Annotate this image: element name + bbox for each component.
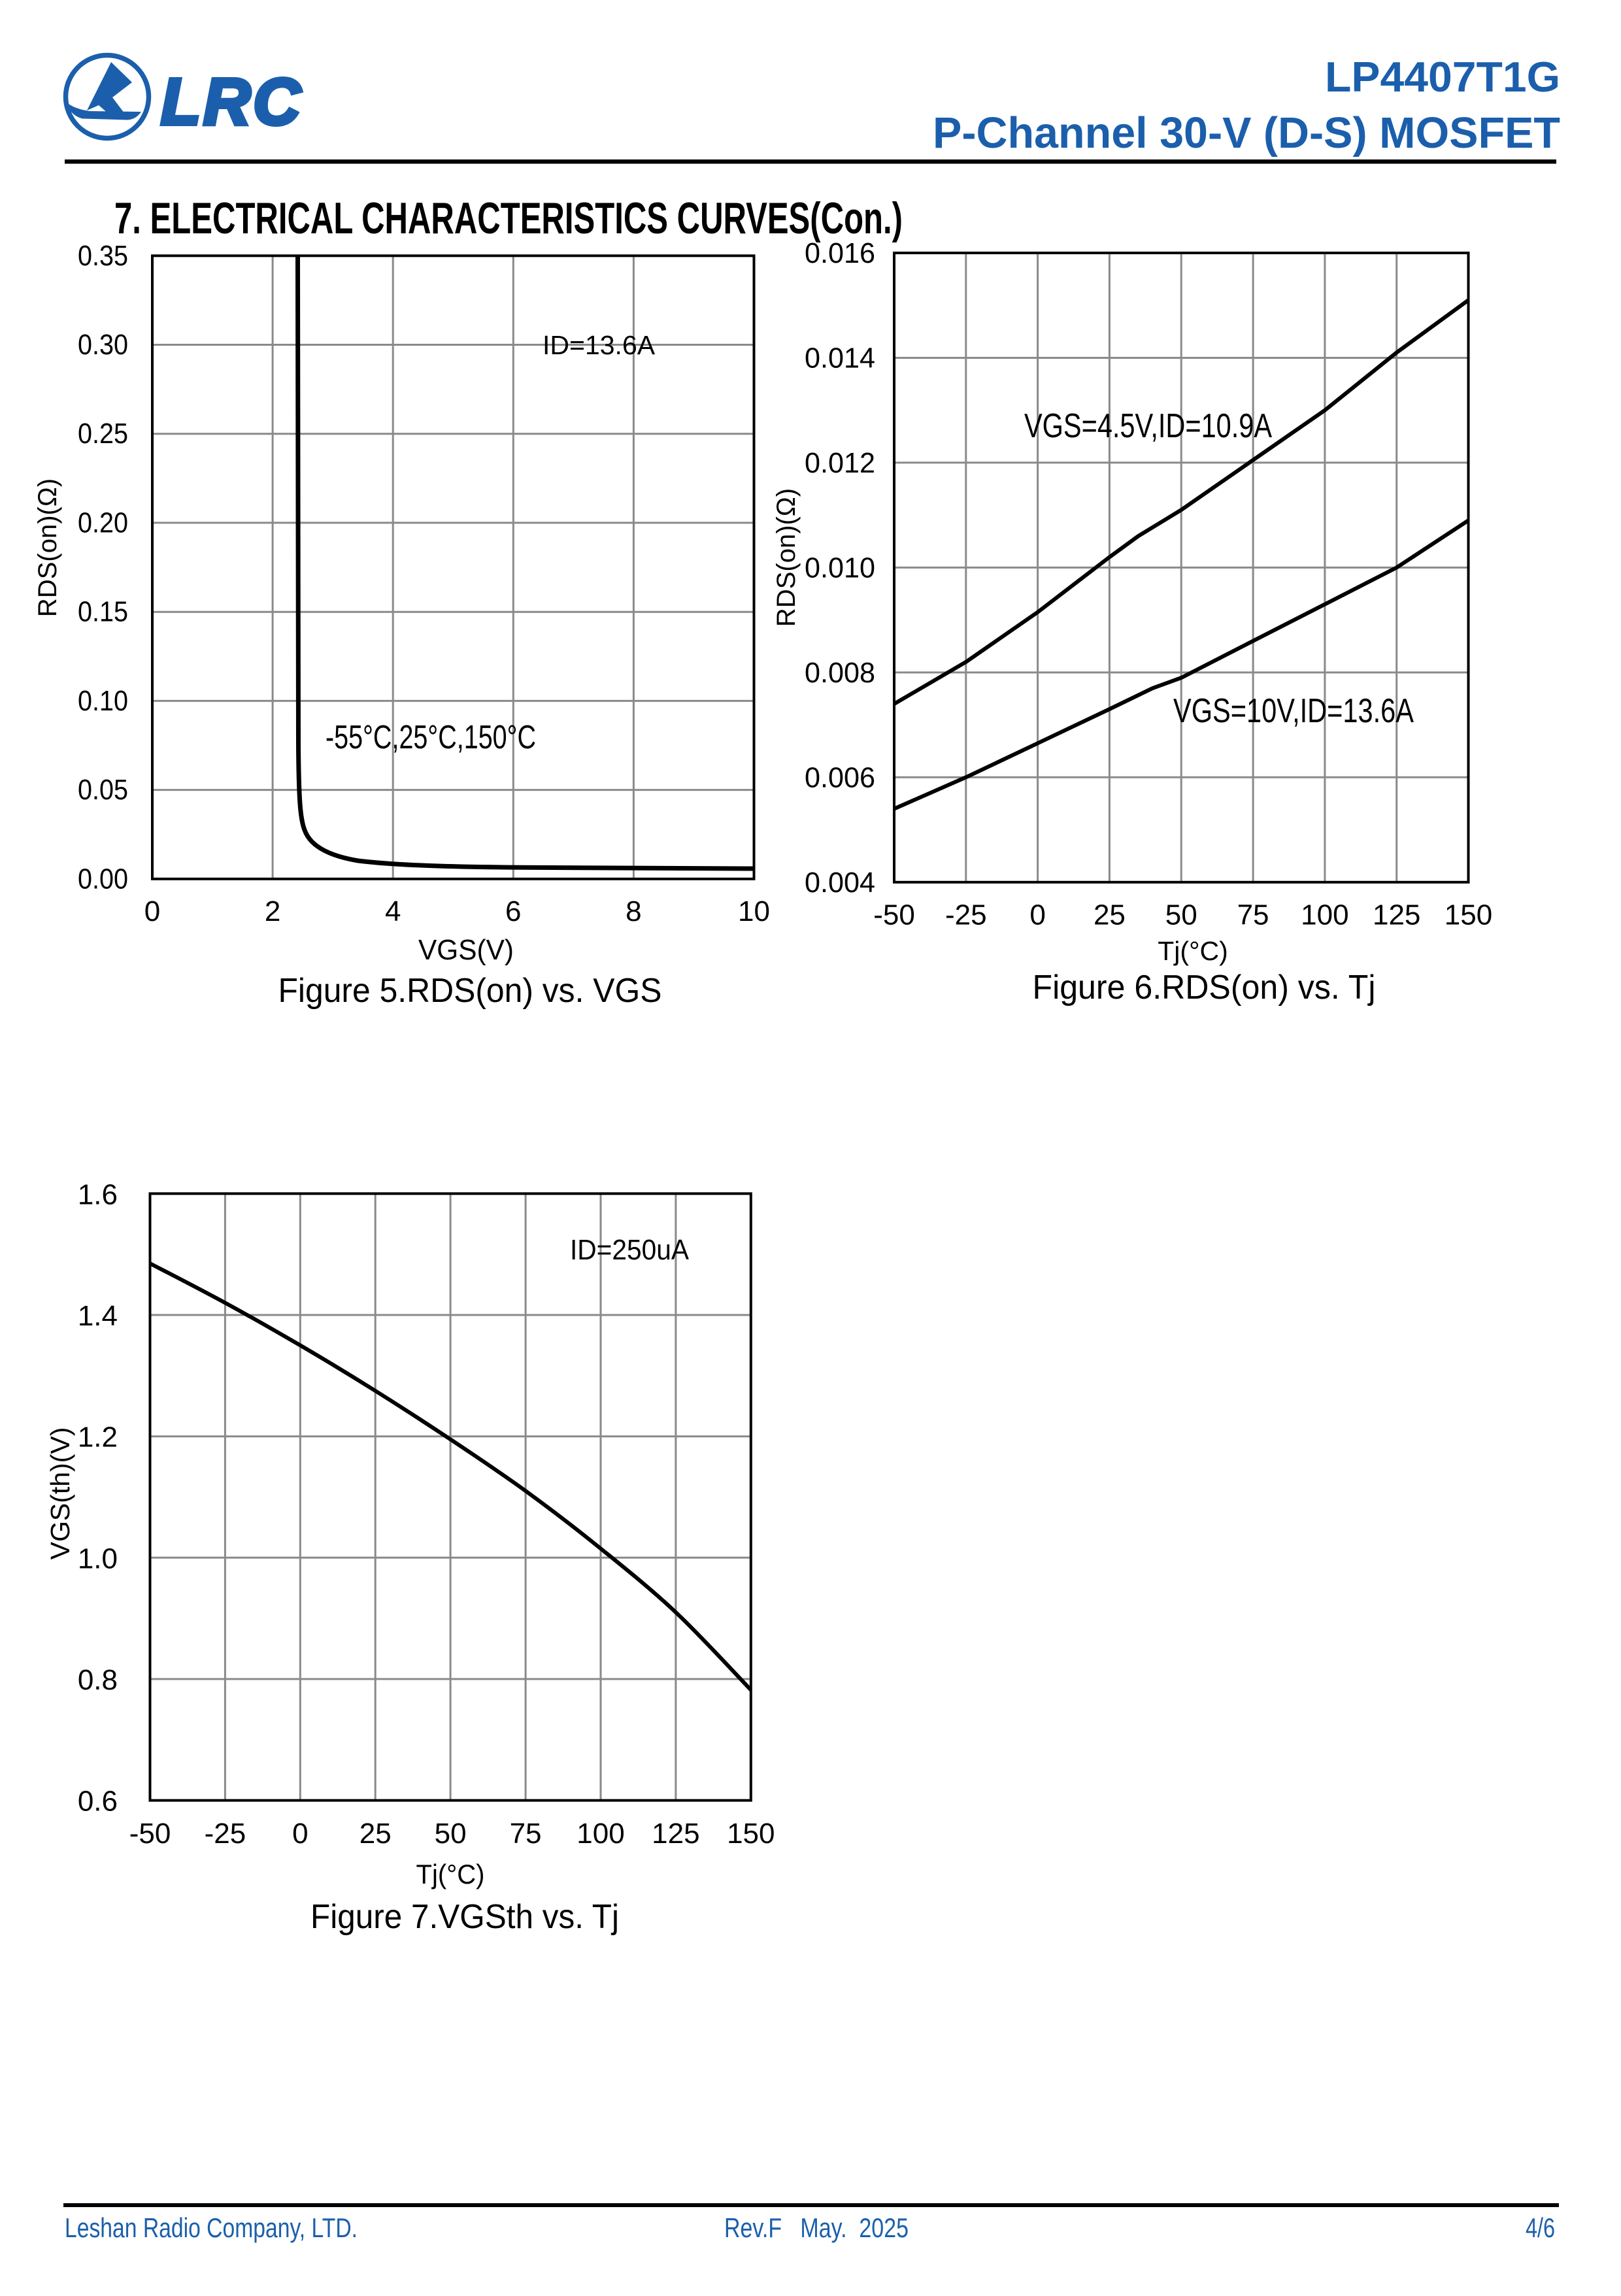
svg-text:100: 100	[577, 1818, 624, 1850]
svg-text:0.6: 0.6	[78, 1786, 118, 1818]
svg-text:1.6: 1.6	[78, 1178, 118, 1210]
svg-text:0.012: 0.012	[805, 447, 875, 479]
svg-text:RDS(on)(Ω): RDS(on)(Ω)	[772, 488, 801, 627]
svg-text:8: 8	[626, 895, 641, 927]
svg-text:-25: -25	[945, 899, 987, 931]
svg-text:0: 0	[292, 1818, 308, 1850]
svg-text:1.4: 1.4	[78, 1300, 118, 1332]
svg-text:0.006: 0.006	[805, 761, 875, 793]
svg-text:0.25: 0.25	[78, 418, 128, 450]
svg-text:-50: -50	[873, 899, 915, 931]
svg-text:0.15: 0.15	[78, 596, 128, 628]
svg-text:LP4407T1G: LP4407T1G	[1325, 53, 1560, 101]
svg-text:75: 75	[1237, 899, 1269, 931]
svg-text:25: 25	[1094, 899, 1126, 931]
svg-text:-50: -50	[129, 1818, 171, 1850]
svg-text:Figure 5.RDS(on) vs. VGS: Figure 5.RDS(on) vs. VGS	[278, 972, 662, 1010]
svg-text:0.8: 0.8	[78, 1664, 118, 1696]
svg-text:125: 125	[652, 1818, 699, 1850]
svg-text:2: 2	[265, 895, 280, 927]
svg-text:0.008: 0.008	[805, 657, 875, 689]
svg-text:0.00: 0.00	[78, 863, 128, 895]
svg-text:0: 0	[1029, 899, 1045, 931]
svg-text:Tj(°C): Tj(°C)	[1158, 936, 1228, 966]
svg-text:LRC: LRC	[161, 65, 303, 139]
svg-text:VGS(th)(V): VGS(th)(V)	[45, 1427, 75, 1560]
svg-text:-25: -25	[205, 1818, 246, 1850]
svg-text:0.35: 0.35	[78, 240, 128, 272]
svg-text:VGS=10V,ID=13.6A: VGS=10V,ID=13.6A	[1173, 692, 1414, 730]
svg-text:50: 50	[1165, 899, 1197, 931]
svg-text:0.010: 0.010	[805, 552, 875, 584]
svg-text:0: 0	[144, 895, 160, 927]
svg-text:75: 75	[510, 1818, 542, 1850]
svg-text:150: 150	[1445, 899, 1492, 931]
svg-text:0.30: 0.30	[78, 329, 128, 361]
svg-text:7. ELECTRICAL CHARACTERISTICS: 7. ELECTRICAL CHARACTERISTICS CURVES(Con…	[114, 193, 903, 243]
svg-text:0.016: 0.016	[805, 237, 875, 269]
svg-text:4: 4	[385, 895, 401, 927]
svg-text:10: 10	[738, 895, 770, 927]
svg-text:-55°C,25°C,150°C: -55°C,25°C,150°C	[326, 718, 536, 756]
svg-text:Figure 6.RDS(on) vs. Tj: Figure 6.RDS(on) vs. Tj	[1033, 969, 1376, 1007]
svg-text:VGS(V): VGS(V)	[418, 934, 514, 966]
svg-text:125: 125	[1373, 899, 1420, 931]
svg-text:0.05: 0.05	[78, 774, 128, 806]
svg-text:1.0: 1.0	[78, 1542, 118, 1574]
svg-text:VGS=4.5V,ID=10.9A: VGS=4.5V,ID=10.9A	[1024, 407, 1272, 445]
svg-text:1.2: 1.2	[78, 1422, 118, 1454]
svg-text:0.014: 0.014	[805, 342, 875, 374]
svg-text:6: 6	[505, 895, 521, 927]
svg-text:Tj(°C): Tj(°C)	[416, 1859, 485, 1889]
svg-text:0.10: 0.10	[78, 685, 128, 717]
svg-text:ID=13.6A: ID=13.6A	[543, 330, 656, 360]
svg-text:100: 100	[1301, 899, 1348, 931]
svg-text:25: 25	[359, 1818, 392, 1850]
svg-text:0.20: 0.20	[78, 507, 128, 539]
svg-text:150: 150	[727, 1818, 775, 1850]
svg-text:P-Channel 30-V (D-S) MOSFET: P-Channel 30-V (D-S) MOSFET	[933, 108, 1560, 158]
svg-text:Leshan Radio Company, LTD.: Leshan Radio Company, LTD.	[65, 2212, 358, 2243]
svg-text:0.004: 0.004	[805, 867, 875, 899]
svg-text:RDS(on)(Ω): RDS(on)(Ω)	[33, 478, 62, 617]
svg-text:Rev.F May. 2025: Rev.F May. 2025	[724, 2212, 909, 2243]
svg-text:50: 50	[435, 1818, 467, 1850]
svg-text:4/6: 4/6	[1526, 2212, 1555, 2243]
svg-text:Figure 7.VGSth vs. Tj: Figure 7.VGSth vs. Tj	[310, 1898, 619, 1936]
svg-text:ID=250uA: ID=250uA	[570, 1234, 690, 1266]
